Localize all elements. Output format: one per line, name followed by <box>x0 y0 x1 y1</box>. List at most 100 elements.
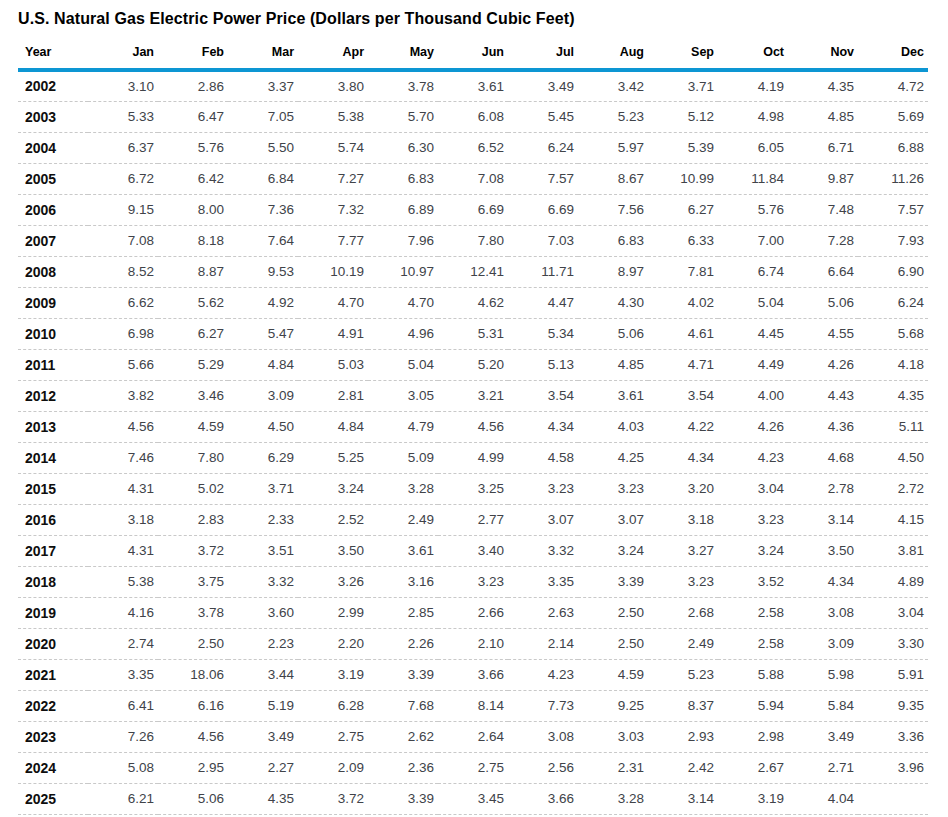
price-cell: 4.59 <box>158 411 228 442</box>
price-cell: 4.23 <box>718 442 788 473</box>
price-cell: 3.09 <box>788 628 858 659</box>
price-cell: 6.37 <box>88 132 158 163</box>
price-cell <box>858 783 928 814</box>
price-cell: 5.04 <box>718 287 788 318</box>
col-header-jul: Jul <box>508 39 578 70</box>
table-row: 20147.467.806.295.255.094.994.584.254.34… <box>18 442 928 473</box>
price-cell: 7.96 <box>368 225 438 256</box>
col-header-apr: Apr <box>298 39 368 70</box>
year-cell: 2024 <box>18 752 88 783</box>
price-cell: 3.50 <box>298 535 368 566</box>
price-cell: 7.93 <box>858 225 928 256</box>
price-cell: 7.05 <box>228 101 298 132</box>
price-cell: 6.89 <box>368 194 438 225</box>
table-row: 20202.742.502.232.202.262.102.142.502.49… <box>18 628 928 659</box>
table-row: 20226.416.165.196.287.688.147.739.258.37… <box>18 690 928 721</box>
price-cell: 3.24 <box>578 535 648 566</box>
table-body: 20023.102.863.373.803.783.613.493.423.71… <box>18 70 928 814</box>
price-cell: 7.28 <box>788 225 858 256</box>
price-cell: 4.36 <box>788 411 858 442</box>
year-cell: 2018 <box>18 566 88 597</box>
price-cell: 3.19 <box>718 783 788 814</box>
price-cell: 4.58 <box>508 442 578 473</box>
price-cell: 5.38 <box>298 101 368 132</box>
price-cell: 3.07 <box>578 504 648 535</box>
year-cell: 2007 <box>18 225 88 256</box>
price-cell: 3.27 <box>648 535 718 566</box>
price-cell: 3.39 <box>368 783 438 814</box>
price-cell: 7.03 <box>508 225 578 256</box>
table-row: 20096.625.624.924.704.704.624.474.304.02… <box>18 287 928 318</box>
price-cell: 4.70 <box>298 287 368 318</box>
year-cell: 2003 <box>18 101 88 132</box>
price-cell: 4.04 <box>788 783 858 814</box>
price-cell: 2.72 <box>858 473 928 504</box>
price-cell: 3.09 <box>228 380 298 411</box>
price-cell: 2.50 <box>158 628 228 659</box>
price-cell: 5.06 <box>158 783 228 814</box>
year-cell: 2020 <box>18 628 88 659</box>
price-cell: 6.24 <box>508 132 578 163</box>
price-cell: 5.88 <box>718 659 788 690</box>
price-cell: 5.98 <box>788 659 858 690</box>
price-cell: 5.23 <box>578 101 648 132</box>
table-row: 20069.158.007.367.326.896.696.697.566.27… <box>18 194 928 225</box>
price-cell: 3.23 <box>438 566 508 597</box>
price-cell: 5.50 <box>228 132 298 163</box>
price-cell: 6.41 <box>88 690 158 721</box>
price-cell: 3.37 <box>228 70 298 101</box>
year-cell: 2011 <box>18 349 88 380</box>
col-header-jun: Jun <box>438 39 508 70</box>
price-cell: 3.66 <box>508 783 578 814</box>
price-cell: 4.55 <box>788 318 858 349</box>
price-cell: 5.94 <box>718 690 788 721</box>
price-cell: 4.18 <box>858 349 928 380</box>
price-cell: 5.33 <box>88 101 158 132</box>
price-cell: 4.79 <box>368 411 438 442</box>
price-cell: 3.16 <box>368 566 438 597</box>
price-cell: 3.05 <box>368 380 438 411</box>
price-cell: 2.64 <box>438 721 508 752</box>
price-cell: 2.50 <box>578 597 648 628</box>
price-cell: 3.04 <box>718 473 788 504</box>
col-header-feb: Feb <box>158 39 228 70</box>
table-row: 20134.564.594.504.844.794.564.344.034.22… <box>18 411 928 442</box>
year-cell: 2004 <box>18 132 88 163</box>
price-cell: 4.31 <box>88 535 158 566</box>
table-row: 20088.528.879.5310.1910.9712.4111.718.97… <box>18 256 928 287</box>
price-cell: 6.21 <box>88 783 158 814</box>
price-cell: 4.26 <box>718 411 788 442</box>
price-cell: 3.49 <box>508 70 578 101</box>
price-cell: 2.81 <box>298 380 368 411</box>
price-cell: 3.72 <box>158 535 228 566</box>
price-cell: 7.57 <box>858 194 928 225</box>
price-cell: 7.56 <box>578 194 648 225</box>
price-cell: 7.08 <box>438 163 508 194</box>
price-cell: 8.87 <box>158 256 228 287</box>
price-cell: 4.26 <box>788 349 858 380</box>
price-cell: 5.97 <box>578 132 648 163</box>
table-row: 20237.264.563.492.752.622.643.083.032.93… <box>18 721 928 752</box>
year-cell: 2013 <box>18 411 88 442</box>
price-cell: 6.69 <box>438 194 508 225</box>
year-cell: 2010 <box>18 318 88 349</box>
price-cell: 4.23 <box>508 659 578 690</box>
price-cell: 6.71 <box>788 132 858 163</box>
price-cell: 5.91 <box>858 659 928 690</box>
price-cell: 4.71 <box>648 349 718 380</box>
price-cell: 5.76 <box>718 194 788 225</box>
price-cell: 7.68 <box>368 690 438 721</box>
price-cell: 3.49 <box>228 721 298 752</box>
price-cell: 10.19 <box>298 256 368 287</box>
price-cell: 7.32 <box>298 194 368 225</box>
price-cell: 8.67 <box>578 163 648 194</box>
price-cell: 4.70 <box>368 287 438 318</box>
price-cell: 4.30 <box>578 287 648 318</box>
price-cell: 7.73 <box>508 690 578 721</box>
price-cell: 4.43 <box>788 380 858 411</box>
price-cell: 3.24 <box>718 535 788 566</box>
price-cell: 3.75 <box>158 566 228 597</box>
price-cell: 9.25 <box>578 690 648 721</box>
price-cell: 2.86 <box>158 70 228 101</box>
price-cell: 5.62 <box>158 287 228 318</box>
